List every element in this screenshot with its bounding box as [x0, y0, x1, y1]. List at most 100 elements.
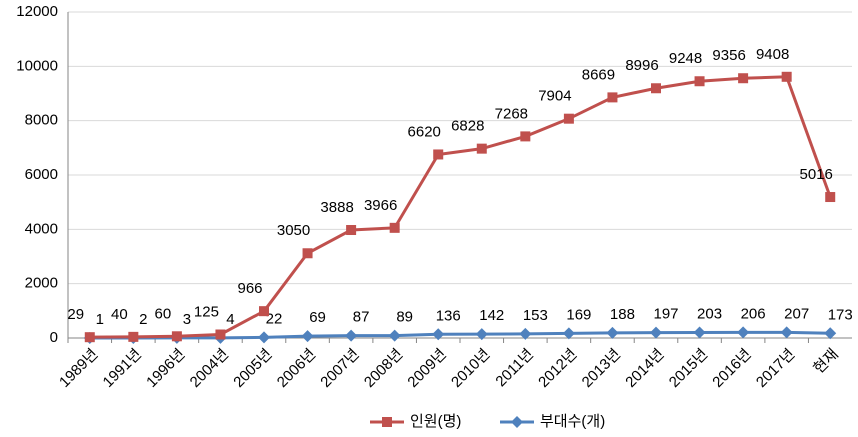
data-label: 207 [784, 305, 809, 322]
legend-label: 부대수(개) [540, 413, 605, 430]
marker [346, 225, 357, 236]
y-tick-label: 6000 [25, 166, 58, 183]
marker [475, 328, 488, 341]
series-line [89, 330, 831, 340]
x-tick-label: 2010년 [448, 346, 493, 391]
data-label: 69 [309, 309, 326, 326]
marker [651, 83, 661, 94]
data-label: 87 [353, 309, 370, 326]
data-label: 2 [139, 311, 147, 328]
data-label: 7904 [538, 88, 571, 105]
legend-label: 인원(명) [410, 413, 461, 430]
data-label: 7268 [495, 105, 528, 122]
marker [694, 76, 705, 87]
marker [128, 331, 139, 342]
data-label: 1 [96, 311, 104, 328]
marker [433, 149, 444, 160]
x-tick-label: 현재 [810, 346, 842, 378]
x-tick-label: 1989년 [56, 346, 101, 391]
marker [259, 306, 269, 317]
data-label: 9408 [756, 46, 789, 63]
data-label: 3050 [277, 222, 310, 239]
data-label: 40 [111, 306, 128, 323]
data-label: 8996 [625, 57, 658, 74]
marker [389, 222, 400, 233]
x-tick-label: 2012년 [535, 346, 580, 391]
marker [738, 73, 749, 84]
marker [388, 329, 401, 342]
data-label: 3888 [320, 199, 353, 216]
data-label: 89 [396, 309, 413, 326]
marker [520, 131, 531, 142]
y-tick-label: 8000 [25, 112, 58, 129]
marker [650, 326, 662, 339]
data-label: 6828 [451, 118, 484, 135]
data-label: 206 [741, 305, 766, 322]
marker [562, 327, 575, 340]
y-tick-label: 2000 [25, 275, 58, 292]
series-line [89, 75, 832, 339]
marker [519, 327, 532, 340]
marker [215, 329, 226, 340]
data-label: 173 [828, 306, 853, 323]
x-tick-label: 2011년 [492, 346, 537, 391]
x-tick-label: 2007년 [317, 346, 362, 391]
marker [84, 332, 95, 343]
marker [476, 143, 487, 154]
x-tick-label: 2006년 [274, 346, 319, 391]
x-tick-label: 2014년 [622, 346, 667, 391]
marker [563, 113, 574, 124]
y-tick-label: 12000 [16, 3, 58, 20]
x-tick-label: 2005년 [230, 346, 275, 391]
x-tick-label: 2017년 [753, 346, 798, 391]
x-tick-label: 2004년 [187, 346, 232, 391]
x-tick-label: 2008년 [361, 346, 406, 391]
data-label: 3966 [364, 197, 397, 214]
marker [825, 192, 836, 203]
x-tick-label: 2016년 [709, 346, 754, 391]
data-label: 8669 [582, 66, 615, 83]
marker [302, 248, 313, 259]
data-label: 169 [566, 306, 591, 323]
marker [693, 326, 706, 339]
data-label: 29 [67, 306, 84, 323]
data-label: 125 [194, 303, 219, 320]
marker [258, 331, 270, 344]
marker [824, 327, 837, 340]
data-label: 142 [479, 307, 504, 324]
data-label: 153 [523, 307, 548, 324]
data-label: 22 [266, 310, 283, 327]
y-tick-label: 0 [50, 329, 58, 346]
data-label: 188 [610, 306, 635, 323]
data-label: 197 [653, 306, 678, 323]
data-label: 4 [226, 311, 234, 328]
data-label: 3 [183, 311, 191, 328]
data-label: 5016 [800, 166, 833, 183]
marker [737, 326, 750, 339]
x-tick-label: 2013년 [579, 346, 624, 391]
x-tick-label: 1996년 [143, 346, 188, 391]
data-label: 9248 [669, 50, 702, 67]
y-tick-label: 10000 [16, 57, 58, 74]
y-tick-label: 4000 [25, 220, 58, 237]
data-label: 136 [436, 307, 461, 324]
marker [301, 330, 314, 343]
x-tick-label: 1991년 [100, 346, 145, 391]
marker [780, 326, 793, 339]
data-label: 203 [697, 305, 722, 322]
marker [171, 331, 182, 342]
marker [781, 71, 792, 82]
legend-marker [511, 416, 523, 428]
data-label: 966 [237, 280, 262, 297]
data-label: 9356 [712, 47, 745, 64]
marker [432, 328, 445, 341]
marker [606, 326, 619, 339]
marker [345, 329, 358, 342]
marker [607, 92, 618, 103]
data-label: 60 [155, 305, 172, 322]
data-label: 6620 [408, 123, 441, 140]
legend-marker [382, 417, 392, 427]
x-tick-label: 2015년 [666, 346, 711, 391]
x-tick-label: 2009년 [404, 346, 449, 391]
